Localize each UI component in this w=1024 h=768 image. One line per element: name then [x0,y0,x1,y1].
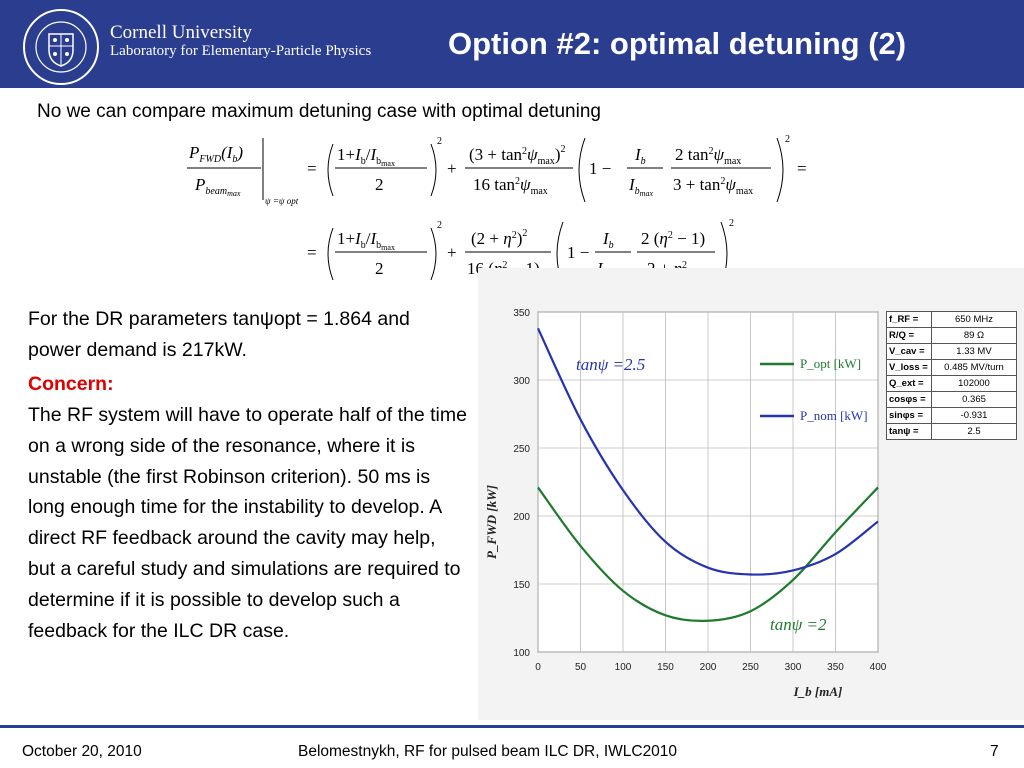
x-tick-label: 300 [785,662,802,673]
equation-2: = 1+Ib/Ibmax 2 2 + (2 + η2)2 16 (η2 − 1)… [307,218,734,287]
parameter-row: f_RF = 650 MHz [886,311,1017,328]
parameter-row: sinφs = -0.931 [886,407,1017,424]
parameter-value: 0.485 MV/turn [931,359,1017,376]
x-tick-label: 100 [615,662,632,673]
parameter-name: f_RF = [886,311,932,328]
parameter-value: -0.931 [931,407,1017,424]
y-tick-label: 300 [513,376,530,387]
svg-text:2 (η2 − 1): 2 (η2 − 1) [641,229,705,248]
equation-1: PFWD(Ib) Pbeammax ψ =ψ opt = 1+Ib/Ibmax … [187,134,807,206]
svg-text:1+Ib/Ibmax: 1+Ib/Ibmax [337,145,395,168]
svg-text:+: + [447,159,457,178]
svg-text:+: + [447,243,457,262]
svg-text:=: = [307,159,317,178]
parameter-name: R/Q = [886,327,932,344]
svg-text:ψ =ψ opt: ψ =ψ opt [265,196,299,206]
parameter-value: 0.365 [931,391,1017,408]
x-tick-label: 50 [575,662,587,673]
svg-text:2: 2 [437,220,442,231]
parameter-name: V_cav = [886,343,932,360]
y-tick-label: 250 [513,444,530,455]
parameter-value: 2.5 [931,423,1017,440]
footer-rule [0,725,1024,728]
parameter-row: V_cav = 1.33 MV [886,343,1017,360]
parameter-name: Q_ext = [886,375,932,392]
cornell-seal-icon [23,9,99,85]
svg-text:2: 2 [785,134,790,145]
parameter-name: tanψ = [886,423,932,440]
concern-text: The RF system will have to operate half … [28,404,467,642]
y-axis-label: P_FWD [kW] [484,485,499,559]
parameter-row: V_loss = 0.485 MV/turn [886,359,1017,376]
power-chart: 0 50 100 150 200 250 300 350 400 100 150 200 250 300 3… [484,308,887,699]
series-line-p-opt [537,486,879,622]
parameter-row: R/Q = 89 Ω [886,327,1017,344]
parameter-row: Q_ext = 102000 [886,375,1017,392]
x-tick-label: 200 [700,662,717,673]
parameter-row: tanψ = 2.5 [886,423,1017,440]
svg-text:2 tan2ψmax: 2 tan2ψmax [675,145,741,167]
parameter-row: cosφs = 0.365 [886,391,1017,408]
svg-text:3 + tan2ψmax: 3 + tan2ψmax [673,175,753,197]
x-tick-label: 250 [742,662,759,673]
svg-text:1+Ib/Ibmax: 1+Ib/Ibmax [337,229,395,252]
svg-text:1 −: 1 − [589,159,611,178]
parameter-table: f_RF = 650 MHz R/Q = 89 Ω V_cav = 1.33 MV V_lo… [886,311,1017,440]
svg-text:PFWD(Ib): PFWD(Ib) [188,143,243,165]
parameter-value: 89 Ω [931,327,1017,344]
footer-center-text: Belomestnykh, RF for pulsed beam ILC DR,… [298,743,678,760]
intro-text: No we can compare maximum detuning case … [37,101,601,122]
x-tick-label: 150 [657,662,674,673]
dr-parameters-text: For the DR parameters tanψopt = 1.864 an… [28,308,410,361]
y-tick-label: 350 [513,308,530,319]
svg-text:Ib: Ib [602,229,614,251]
x-tick-label: 400 [870,662,887,673]
parameter-name: sinφs = [886,407,932,424]
series-line-p-nom [537,327,879,576]
parameter-value: 1.33 MV [931,343,1017,360]
parameter-value: 102000 [931,375,1017,392]
x-tick-label: 350 [827,662,844,673]
svg-text:1 −: 1 − [567,243,589,262]
header-bar [0,0,1024,90]
header-rule [0,88,1024,92]
y-tick-label: 200 [513,512,530,523]
concern-heading: Concern: [28,373,114,395]
svg-text:=: = [307,243,317,262]
svg-text:Ibmax: Ibmax [628,175,653,198]
y-tick-label: 100 [513,648,530,659]
logo-line-2: Laboratory for Elementary-Particle Physi… [110,43,372,59]
x-tick-label: 0 [535,662,541,673]
annotation-tan-2: tanψ =2 [770,615,827,634]
svg-text:Ib: Ib [634,145,646,167]
page-number: 7 [990,743,999,760]
logo-line-1: Cornell University [110,22,252,43]
svg-text:2: 2 [375,175,384,194]
x-axis-label: I_b [mA] [793,684,843,699]
svg-text:2: 2 [375,259,384,278]
equation-block: PFWD(Ib) Pbeammax ψ =ψ opt = 1+Ib/Ibmax … [187,134,807,287]
svg-text:(3 + tan2ψmax)2: (3 + tan2ψmax)2 [469,144,565,167]
svg-text:(2 + η2)2: (2 + η2)2 [471,228,527,248]
parameter-value: 650 MHz [931,311,1017,328]
svg-text:2: 2 [729,218,734,229]
svg-text:=: = [797,159,807,178]
parameter-name: cosφs = [886,391,932,408]
parameter-name: V_loss = [886,359,932,376]
slide-title: Option #2: optimal detuning (2) [448,26,907,61]
svg-text:16 tan2ψmax: 16 tan2ψmax [473,175,548,197]
footer-date: October 20, 2010 [22,743,142,760]
svg-text:2: 2 [437,136,442,147]
y-tick-label: 150 [513,580,530,591]
annotation-tan-2-5: tanψ =2.5 [576,355,645,374]
legend-label: P_nom [kW] [800,408,868,423]
legend-label: P_opt [kW] [800,356,861,371]
svg-text:Pbeammax: Pbeammax [194,175,241,198]
